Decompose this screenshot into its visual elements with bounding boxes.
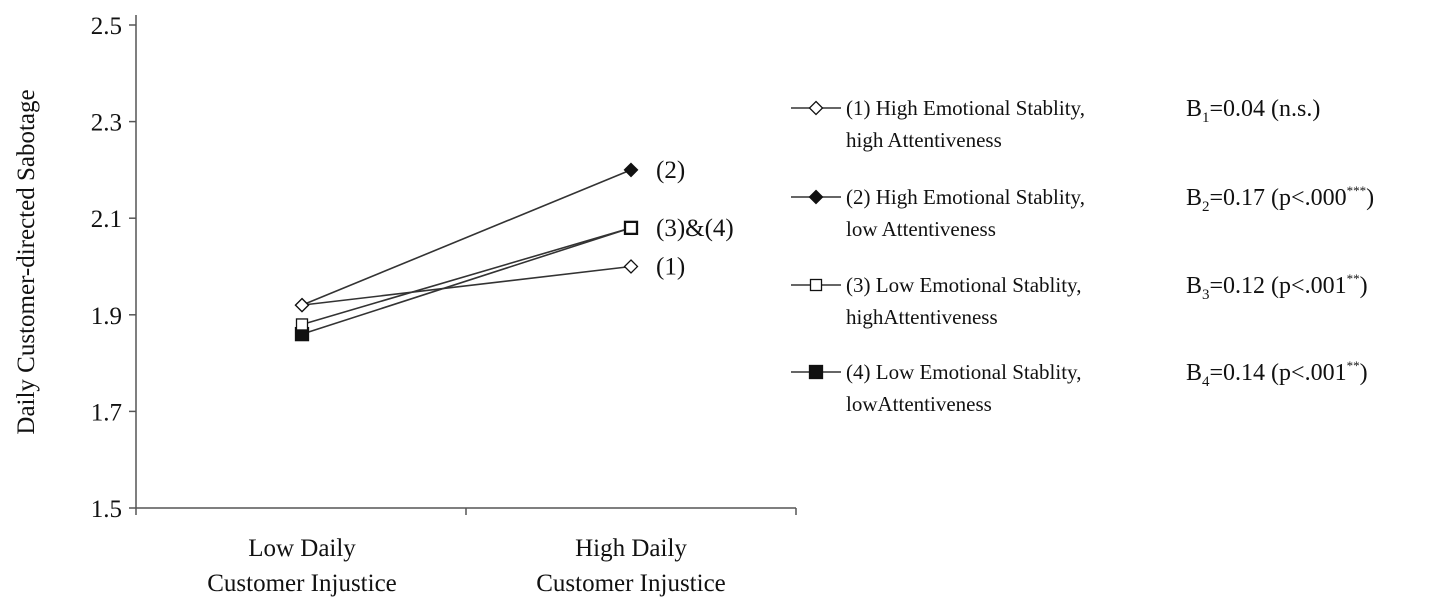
y-ticks: 1.5 1.7 1.9 2.1 2.3 2.5 xyxy=(91,13,136,523)
series-line-s4 xyxy=(301,227,632,335)
end-labels: (1) (2) (3)&(4) xyxy=(656,157,734,281)
axes xyxy=(135,15,797,515)
legend-label-line2: high Attentiveness xyxy=(846,128,1002,152)
y-tick-label: 1.7 xyxy=(91,399,122,426)
series-markers xyxy=(294,162,639,342)
legend-label: (2) High Emotional Stablity, xyxy=(846,185,1085,209)
y-tick-label: 2.3 xyxy=(91,110,122,137)
legend-marker xyxy=(808,189,824,205)
legend: (1) High Emotional Stablity, high Attenti… xyxy=(791,96,1374,416)
legend-label-line2: highAttentiveness xyxy=(846,305,998,329)
coefficient-s1: B1=0.04 (n.s.) xyxy=(1186,96,1320,126)
end-label-s4: (3)&(4) xyxy=(656,215,734,242)
data-point-s3-0 xyxy=(295,318,309,331)
legend-label-line2: lowAttentiveness xyxy=(846,392,992,416)
series-line-s1 xyxy=(301,265,632,306)
coefficient-s3: B3=0.12 (p<.001**) xyxy=(1186,271,1368,303)
x-category-label: Customer Injustice xyxy=(536,570,726,597)
data-point-s1-0 xyxy=(294,297,310,313)
data-point-s3-1 xyxy=(624,221,638,235)
y-tick-label: 1.5 xyxy=(91,496,122,523)
x-categories: Low Daily Customer Injustice High Daily Cus… xyxy=(207,535,726,597)
end-label-s1: (1) xyxy=(656,254,685,281)
legend-marker xyxy=(809,278,823,292)
y-tick-label: 2.5 xyxy=(91,13,122,40)
legend-marker xyxy=(808,100,824,116)
end-label-s2: (2) xyxy=(656,157,685,184)
y-tick-label: 1.9 xyxy=(91,303,122,330)
series-line-s3 xyxy=(301,227,632,326)
legend-entry-s4: (4) Low Emotional Stablity, lowAttentiven… xyxy=(791,358,1368,416)
data-point-s1-1 xyxy=(623,259,639,274)
x-category-label: Low Daily xyxy=(248,535,356,562)
series-line-s2 xyxy=(301,169,632,306)
x-category-label: Customer Injustice xyxy=(207,570,397,597)
x-category-label: High Daily xyxy=(575,535,687,562)
coefficient-s2: B2=0.17 (p<.000***) xyxy=(1186,183,1374,215)
legend-label: (1) High Emotional Stablity, xyxy=(846,96,1085,120)
legend-label: (4) Low Emotional Stablity, xyxy=(846,360,1081,384)
legend-entry-s1: (1) High Emotional Stablity, high Attenti… xyxy=(791,96,1320,152)
coefficient-s4: B4=0.14 (p<.001**) xyxy=(1186,358,1368,390)
data-point-s2-1 xyxy=(623,162,639,178)
legend-marker xyxy=(808,364,824,380)
y-tick-label: 2.1 xyxy=(91,206,122,233)
legend-label: (3) Low Emotional Stablity, xyxy=(846,273,1081,297)
series-lines xyxy=(301,169,632,335)
y-axis-title: Daily Customer-directed Sabotage xyxy=(13,89,40,434)
legend-label-line2: low Attentiveness xyxy=(846,217,996,241)
legend-entry-s3: (3) Low Emotional Stablity, highAttentive… xyxy=(791,271,1368,329)
legend-entry-s2: (2) High Emotional Stablity, low Attentiv… xyxy=(791,183,1374,241)
